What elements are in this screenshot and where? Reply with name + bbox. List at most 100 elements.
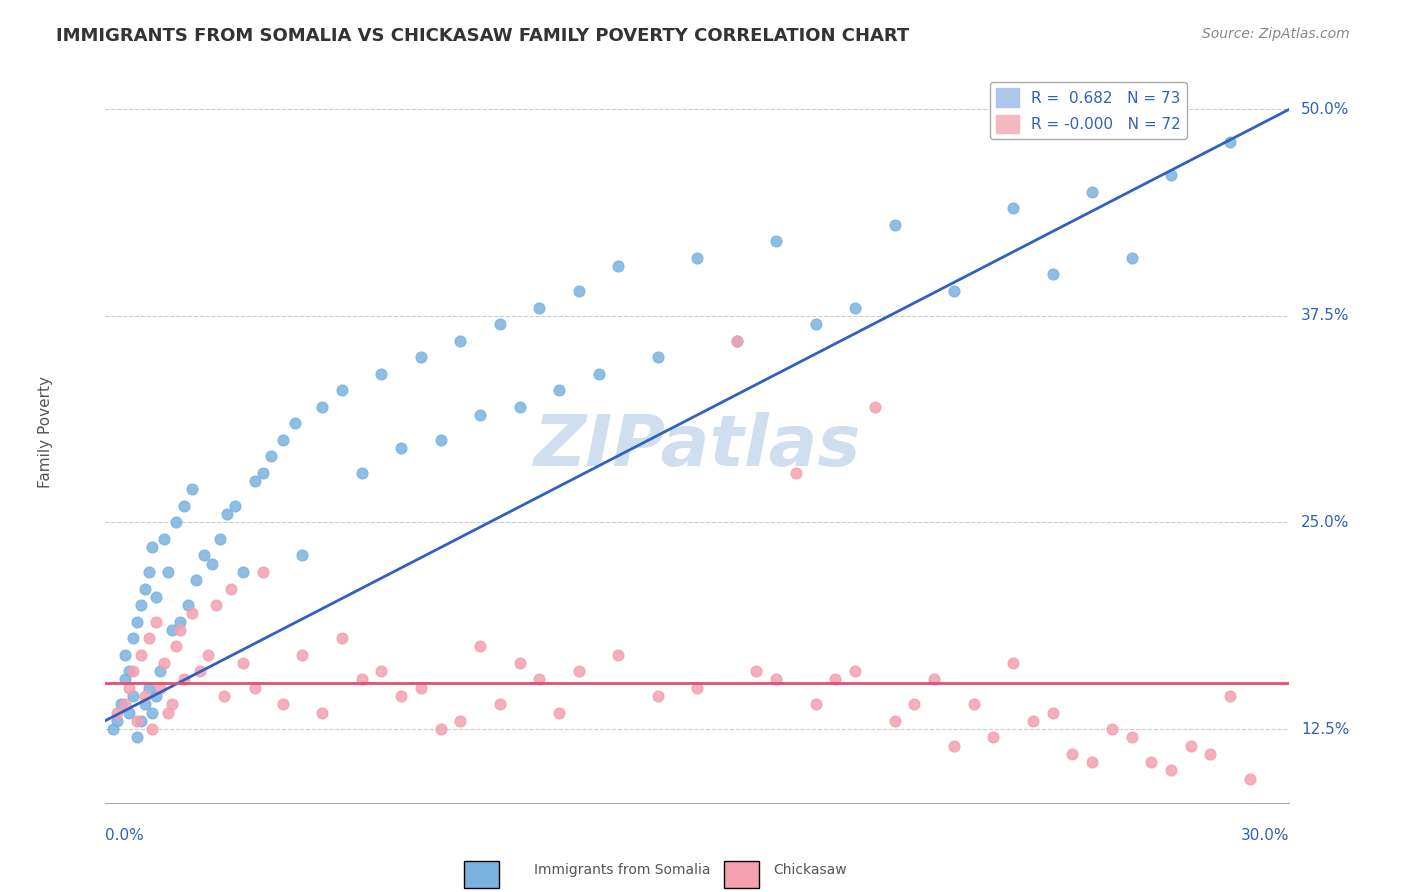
Point bbox=[1219, 135, 1241, 149]
Point bbox=[1160, 169, 1182, 183]
Point bbox=[568, 284, 591, 298]
Point bbox=[1042, 268, 1064, 282]
Text: ZIPatlas: ZIPatlas bbox=[533, 412, 860, 481]
Point bbox=[145, 615, 167, 629]
Point bbox=[149, 681, 172, 695]
Point bbox=[169, 615, 191, 629]
Point bbox=[942, 739, 965, 753]
Point bbox=[765, 673, 787, 687]
Point bbox=[1121, 731, 1143, 745]
Point bbox=[330, 631, 353, 645]
Point bbox=[110, 698, 132, 712]
Point bbox=[114, 698, 136, 712]
Point bbox=[468, 408, 491, 422]
Point bbox=[922, 673, 945, 687]
Point bbox=[193, 549, 215, 563]
Point bbox=[1199, 747, 1222, 761]
Point bbox=[201, 557, 224, 571]
Point bbox=[983, 731, 1005, 745]
Point bbox=[607, 259, 630, 273]
Point bbox=[350, 466, 373, 480]
Point bbox=[765, 235, 787, 249]
Point bbox=[509, 656, 531, 670]
Point bbox=[121, 631, 143, 645]
Text: 12.5%: 12.5% bbox=[1302, 722, 1350, 737]
Text: 0.0%: 0.0% bbox=[105, 828, 143, 843]
Point bbox=[311, 400, 333, 414]
Point bbox=[125, 731, 148, 745]
Point bbox=[607, 648, 630, 662]
Point bbox=[181, 483, 204, 497]
Point bbox=[1239, 772, 1261, 786]
Point bbox=[1042, 706, 1064, 720]
Point bbox=[121, 664, 143, 678]
Point bbox=[1121, 251, 1143, 265]
Point bbox=[134, 582, 156, 596]
Point bbox=[177, 598, 200, 612]
Point bbox=[883, 714, 905, 728]
Text: Family Poverty: Family Poverty bbox=[38, 376, 53, 488]
Point bbox=[114, 648, 136, 662]
Point bbox=[157, 565, 180, 579]
Point bbox=[725, 334, 748, 348]
Point bbox=[1002, 202, 1025, 216]
Point bbox=[232, 656, 254, 670]
Point bbox=[271, 698, 294, 712]
Point bbox=[232, 565, 254, 579]
Point bbox=[291, 648, 314, 662]
Point bbox=[883, 218, 905, 232]
Point bbox=[449, 714, 471, 728]
Point bbox=[844, 664, 866, 678]
Point bbox=[1081, 755, 1104, 769]
Point bbox=[1022, 714, 1045, 728]
Point bbox=[149, 664, 172, 678]
Point bbox=[804, 698, 827, 712]
Point bbox=[118, 664, 141, 678]
Text: Chickasaw: Chickasaw bbox=[773, 863, 846, 877]
Point bbox=[824, 673, 846, 687]
Point bbox=[489, 698, 512, 712]
Point bbox=[863, 400, 886, 414]
Point bbox=[1219, 689, 1241, 703]
Point bbox=[686, 251, 709, 265]
Point bbox=[208, 532, 231, 546]
Point bbox=[212, 689, 235, 703]
Text: 37.5%: 37.5% bbox=[1302, 309, 1350, 323]
Point bbox=[1180, 739, 1202, 753]
Point bbox=[129, 598, 152, 612]
Point bbox=[105, 706, 128, 720]
Point bbox=[173, 499, 195, 513]
Text: 50.0%: 50.0% bbox=[1302, 102, 1350, 117]
Point bbox=[173, 673, 195, 687]
Point bbox=[157, 706, 180, 720]
Point bbox=[165, 640, 187, 654]
Point bbox=[1081, 185, 1104, 199]
Point bbox=[1002, 656, 1025, 670]
Point bbox=[118, 681, 141, 695]
Point bbox=[429, 722, 451, 736]
Point bbox=[153, 656, 176, 670]
Point bbox=[138, 631, 160, 645]
Point bbox=[129, 648, 152, 662]
Point bbox=[217, 507, 239, 521]
Point bbox=[350, 673, 373, 687]
Point bbox=[509, 400, 531, 414]
Point bbox=[785, 466, 807, 480]
Text: Source: ZipAtlas.com: Source: ZipAtlas.com bbox=[1202, 27, 1350, 41]
Point bbox=[291, 549, 314, 563]
Point bbox=[145, 689, 167, 703]
Point bbox=[129, 714, 152, 728]
Point bbox=[548, 706, 571, 720]
Point bbox=[141, 706, 163, 720]
Point bbox=[252, 565, 274, 579]
Point bbox=[125, 615, 148, 629]
Point bbox=[844, 301, 866, 315]
Point bbox=[1160, 764, 1182, 778]
Point bbox=[105, 714, 128, 728]
Point bbox=[188, 664, 211, 678]
Point bbox=[224, 499, 246, 513]
Point bbox=[138, 681, 160, 695]
Point bbox=[181, 607, 204, 621]
Point bbox=[160, 623, 183, 637]
Point bbox=[184, 574, 207, 588]
